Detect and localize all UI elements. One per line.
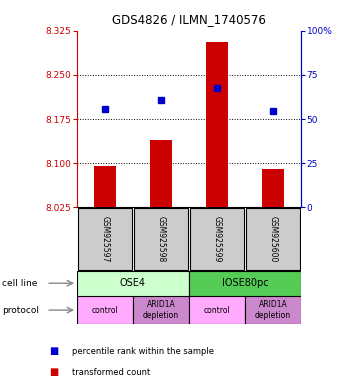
Text: GSM925598: GSM925598 (156, 216, 166, 262)
Bar (150, 140, 172, 207)
Bar (190, 208, 244, 270)
Bar (245, 296, 301, 324)
Bar (246, 208, 300, 270)
Text: protocol: protocol (2, 306, 39, 314)
Text: ■: ■ (49, 367, 58, 377)
Bar (134, 208, 188, 270)
Text: ARID1A
depletion: ARID1A depletion (143, 300, 179, 320)
Bar (77, 271, 189, 296)
Bar (133, 296, 189, 324)
Bar (189, 296, 245, 324)
Text: control: control (204, 306, 230, 314)
Text: control: control (92, 306, 118, 314)
Text: GSM925599: GSM925599 (212, 216, 222, 262)
Text: transformed count: transformed count (72, 368, 150, 377)
Bar (77, 296, 133, 324)
Text: GSM925597: GSM925597 (100, 216, 110, 262)
Bar (94, 166, 116, 207)
Text: GDS4826 / ILMN_1740576: GDS4826 / ILMN_1740576 (112, 13, 266, 26)
Text: GSM925600: GSM925600 (268, 216, 278, 262)
Text: percentile rank within the sample: percentile rank within the sample (72, 347, 214, 356)
Text: cell line: cell line (2, 279, 37, 288)
Text: ■: ■ (49, 346, 58, 356)
Bar (78, 208, 132, 270)
Bar (189, 271, 301, 296)
Text: IOSE80pc: IOSE80pc (222, 278, 268, 288)
Bar (206, 43, 228, 207)
Text: ARID1A
depletion: ARID1A depletion (255, 300, 291, 320)
Bar (262, 169, 284, 207)
Text: OSE4: OSE4 (120, 278, 146, 288)
